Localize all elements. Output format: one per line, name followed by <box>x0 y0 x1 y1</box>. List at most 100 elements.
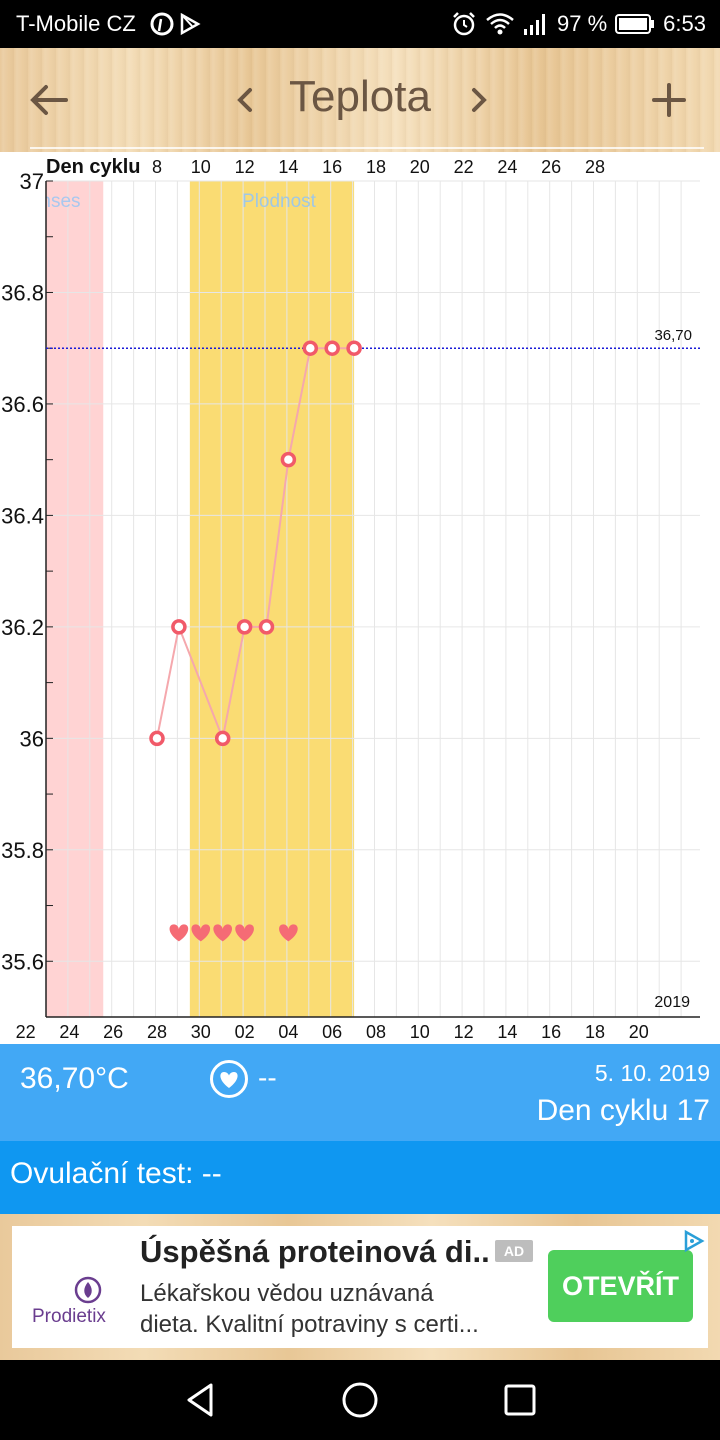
y-tick-label: 37 <box>20 169 44 194</box>
wifi-icon <box>486 13 514 35</box>
chart-band-menses <box>46 181 104 1017</box>
intercourse-heart-icon <box>191 924 211 942</box>
bottom-tick-label: 18 <box>585 1022 605 1042</box>
heart-icon <box>220 1072 238 1088</box>
ad-brand: Prodietix <box>32 1306 106 1327</box>
temperature-point <box>149 730 165 747</box>
band-label-menses: Menses <box>14 191 81 212</box>
selected-date: 5. 10. 2019 <box>594 1060 710 1086</box>
bottom-tick-label: 02 <box>235 1022 255 1042</box>
add-icon[interactable] <box>641 72 697 128</box>
ad-body-line-1: Lékařskou vědou uznávaná <box>140 1280 434 1307</box>
y-tick-label: 36.2 <box>1 615 44 640</box>
cycle-day: Den cyklu 17 <box>536 1094 710 1127</box>
bottom-tick-label: 22 <box>16 1022 36 1042</box>
bottom-tick-label: 10 <box>410 1022 430 1042</box>
bottom-tick-label: 06 <box>322 1022 342 1042</box>
temperature-point <box>214 730 231 747</box>
battery-icon <box>615 14 655 34</box>
top-tick-label: 26 <box>541 157 561 177</box>
temperature-point <box>346 340 362 356</box>
intercourse-heart-icon <box>169 924 189 942</box>
temperature-point <box>171 619 187 635</box>
top-tick-label: 28 <box>585 157 605 177</box>
wood-texture <box>0 48 720 152</box>
intercourse-heart-icon <box>279 924 298 942</box>
app-bar: Teplota <box>0 48 720 152</box>
page-title: Teplota <box>289 72 431 121</box>
ad-open-button[interactable]: OTEVŘÍT <box>548 1250 693 1322</box>
reference-line-label: 36,70 <box>654 327 692 344</box>
y-tick-label: 35.6 <box>1 949 44 974</box>
top-tick-label: 12 <box>235 157 255 177</box>
bottom-tick-label: 16 <box>541 1022 561 1042</box>
status-right-group: 97 % 6:53 <box>451 11 706 37</box>
top-tick-label: 24 <box>497 157 517 177</box>
next-chevron-icon[interactable] <box>450 72 506 128</box>
temperature-point <box>324 340 340 356</box>
chart-svg: Menses Plodnost 37 36.8 36.6 36.4 36.2 36 35.8 35… <box>1 156 700 1042</box>
y-tick-label: 36.8 <box>1 280 44 305</box>
temperature-value: 36,70°C <box>20 1062 129 1095</box>
ovulation-test-row[interactable]: Ovulační test: -- <box>0 1141 720 1214</box>
ad-body-line-2: dieta. Kvalitní potraviny s certi... <box>140 1311 479 1338</box>
adchoices-icon[interactable] <box>680 1228 706 1254</box>
y-tick-label: 36 <box>20 726 44 751</box>
temperature-point <box>236 619 253 635</box>
band-label-plodnost: Plodnost <box>242 191 317 212</box>
bottom-tick-label: 12 <box>454 1022 474 1042</box>
prev-chevron-icon[interactable] <box>218 72 274 128</box>
top-tick-label: 14 <box>278 157 298 177</box>
ovulation-test-label: Ovulační test: -- <box>10 1157 222 1190</box>
bottom-tick-label: 30 <box>191 1022 211 1042</box>
ad-badge: AD <box>495 1240 533 1262</box>
top-tick-label: 22 <box>454 157 474 177</box>
play-store-icon <box>180 12 201 36</box>
intercourse-heart-icon <box>235 924 254 942</box>
prodietix-logo-icon <box>74 1276 102 1304</box>
bottom-tick-label: 08 <box>366 1022 386 1042</box>
top-tick-label: 20 <box>410 157 430 177</box>
alarm-icon <box>453 12 475 36</box>
system-nav-bar <box>0 1360 720 1440</box>
x-axis-title: Den cyklu <box>46 156 140 178</box>
top-tick-label: 10 <box>191 157 211 177</box>
home-circle-icon[interactable] <box>338 1378 382 1422</box>
ad-headline[interactable]: Úspěšná proteinová di... <box>140 1234 490 1269</box>
heart-circle-icon <box>210 1060 248 1098</box>
top-tick-label: 18 <box>366 157 386 177</box>
bottom-tick-label: 26 <box>103 1022 123 1042</box>
app-bar-divider <box>30 147 704 149</box>
signal-icon <box>524 14 546 35</box>
pinterest-icon <box>150 12 174 36</box>
ad-card[interactable]: Prodietix Úspěšná proteinová di... AD Lé… <box>12 1226 708 1348</box>
status-bar: T-Mobile CZ 97 % 6: <box>0 0 720 48</box>
bottom-tick-label: 20 <box>629 1022 649 1042</box>
ad-banner-area: Prodietix Úspěšná proteinová di... AD Lé… <box>0 1214 720 1360</box>
y-tick-label: 36.6 <box>1 392 44 417</box>
bottom-tick-label: 24 <box>59 1022 79 1042</box>
y-tick-label: 36.4 <box>1 503 44 528</box>
intercourse-heart-icon <box>213 924 233 942</box>
temperature-point <box>302 340 319 356</box>
back-triangle-icon[interactable] <box>178 1378 222 1422</box>
bottom-tick-label: 04 <box>278 1022 298 1042</box>
day-info-panel[interactable]: 36,70°C -- 5. 10. 2019 Den cyklu 17 <box>0 1044 720 1141</box>
temperature-point <box>258 619 275 635</box>
temperature-chart[interactable]: Menses Plodnost 37 36.8 36.6 36.4 36.2 36 35.8 35… <box>0 152 720 1044</box>
back-arrow-icon[interactable] <box>22 72 78 128</box>
recents-square-icon[interactable] <box>498 1378 542 1422</box>
chart-band-plodnost <box>189 181 355 1017</box>
temperature-point <box>280 451 297 468</box>
top-tick-label: 8 <box>152 157 162 177</box>
bottom-tick-label: 28 <box>147 1022 167 1042</box>
battery-percent: 97 % <box>557 11 608 36</box>
ad-body: Lékařskou vědou uznávaná dieta. Kvalitní… <box>140 1278 530 1340</box>
clock: 6:53 <box>663 11 706 36</box>
bottom-tick-label: 14 <box>497 1022 517 1042</box>
top-tick-label: 16 <box>322 157 342 177</box>
carrier-name: T-Mobile CZ <box>16 11 136 36</box>
y-tick-label: 35.8 <box>1 838 44 863</box>
year-label: 2019 <box>654 994 690 1011</box>
intercourse-value: -- <box>258 1062 277 1093</box>
